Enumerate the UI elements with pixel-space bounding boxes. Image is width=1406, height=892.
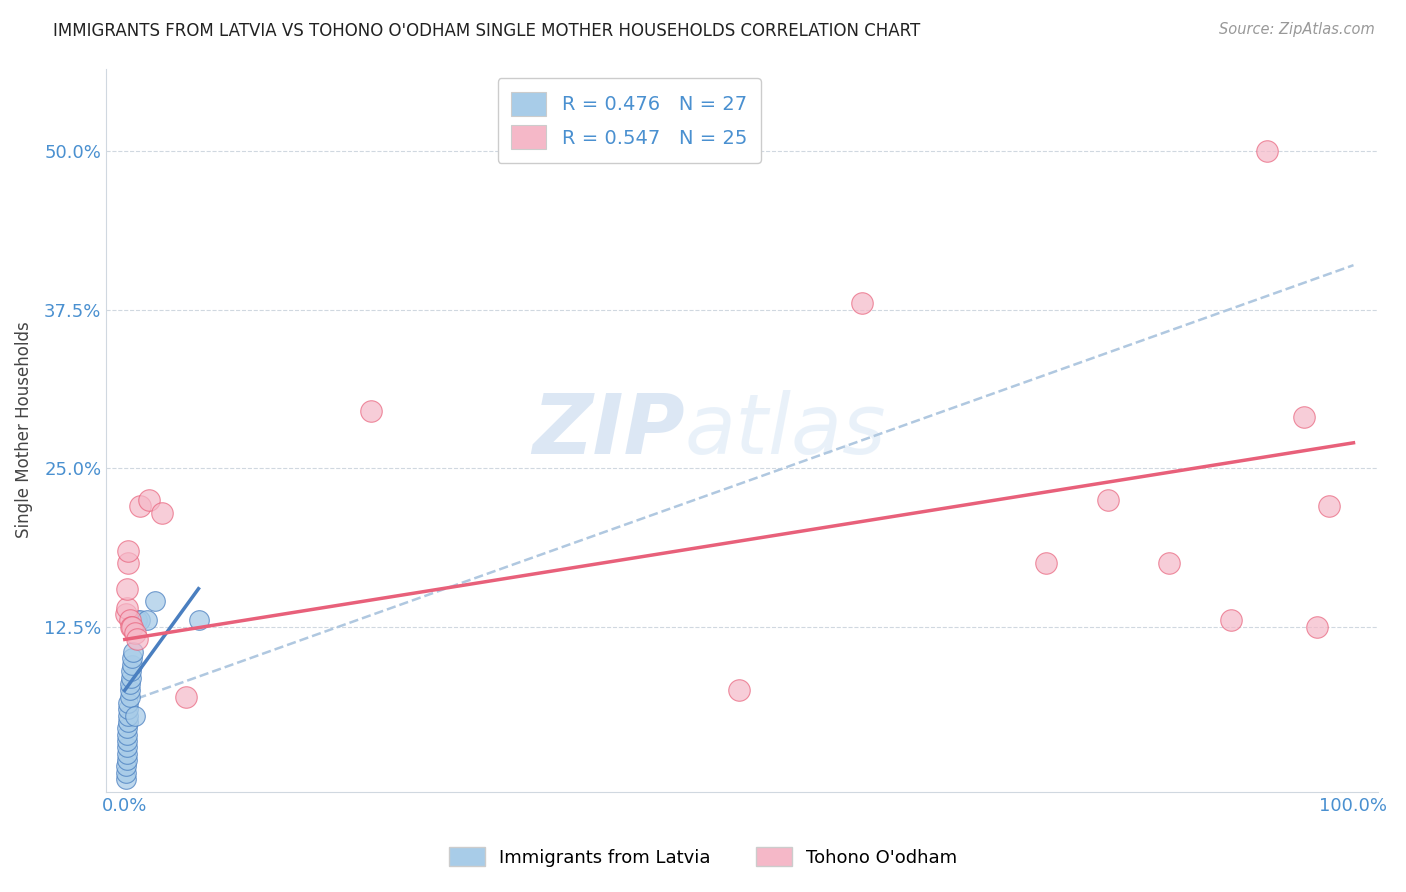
Point bbox=[115, 600, 138, 615]
Point bbox=[360, 404, 382, 418]
Point bbox=[174, 690, 197, 704]
Point bbox=[120, 671, 142, 685]
Point bbox=[150, 506, 173, 520]
Point bbox=[115, 740, 138, 755]
Point bbox=[187, 614, 209, 628]
Point bbox=[728, 683, 751, 698]
Point bbox=[115, 772, 138, 786]
Point bbox=[1097, 492, 1119, 507]
Point bbox=[1159, 557, 1181, 571]
Point bbox=[120, 620, 142, 634]
Point bbox=[125, 614, 148, 628]
Point bbox=[117, 543, 139, 558]
Point bbox=[128, 614, 150, 628]
Point bbox=[1305, 620, 1327, 634]
Point bbox=[117, 696, 139, 710]
Point bbox=[124, 626, 146, 640]
Point bbox=[122, 645, 145, 659]
Point bbox=[118, 677, 141, 691]
Point bbox=[117, 708, 139, 723]
Point bbox=[115, 582, 138, 596]
Point bbox=[118, 683, 141, 698]
Y-axis label: Single Mother Households: Single Mother Households bbox=[15, 322, 32, 539]
Point bbox=[115, 747, 138, 761]
Point bbox=[118, 690, 141, 704]
Point bbox=[121, 651, 143, 665]
Point bbox=[135, 614, 157, 628]
Point bbox=[115, 753, 138, 767]
Point bbox=[120, 664, 142, 678]
Text: atlas: atlas bbox=[685, 390, 887, 471]
Point bbox=[115, 734, 138, 748]
Point bbox=[118, 614, 141, 628]
Legend: R = 0.476   N = 27, R = 0.547   N = 25: R = 0.476 N = 27, R = 0.547 N = 25 bbox=[498, 78, 761, 162]
Text: IMMIGRANTS FROM LATVIA VS TOHONO O'ODHAM SINGLE MOTHER HOUSEHOLDS CORRELATION CH: IMMIGRANTS FROM LATVIA VS TOHONO O'ODHAM… bbox=[53, 22, 921, 40]
Point bbox=[121, 657, 143, 672]
Point bbox=[125, 632, 148, 647]
Point bbox=[115, 728, 138, 742]
Point bbox=[1219, 614, 1241, 628]
Point bbox=[1294, 410, 1316, 425]
Point bbox=[1256, 144, 1278, 158]
Point bbox=[115, 759, 138, 773]
Text: Source: ZipAtlas.com: Source: ZipAtlas.com bbox=[1219, 22, 1375, 37]
Point bbox=[1317, 500, 1340, 514]
Point bbox=[117, 702, 139, 716]
Point bbox=[851, 296, 873, 310]
Point bbox=[124, 708, 146, 723]
Point bbox=[117, 714, 139, 729]
Text: ZIP: ZIP bbox=[533, 390, 685, 471]
Point bbox=[115, 607, 138, 621]
Point bbox=[115, 721, 138, 735]
Point bbox=[145, 594, 167, 608]
Point bbox=[121, 620, 143, 634]
Point bbox=[117, 557, 139, 571]
Point bbox=[138, 492, 160, 507]
Legend: Immigrants from Latvia, Tohono O'odham: Immigrants from Latvia, Tohono O'odham bbox=[441, 840, 965, 874]
Point bbox=[115, 765, 138, 780]
Point bbox=[128, 500, 150, 514]
Point bbox=[1035, 557, 1057, 571]
